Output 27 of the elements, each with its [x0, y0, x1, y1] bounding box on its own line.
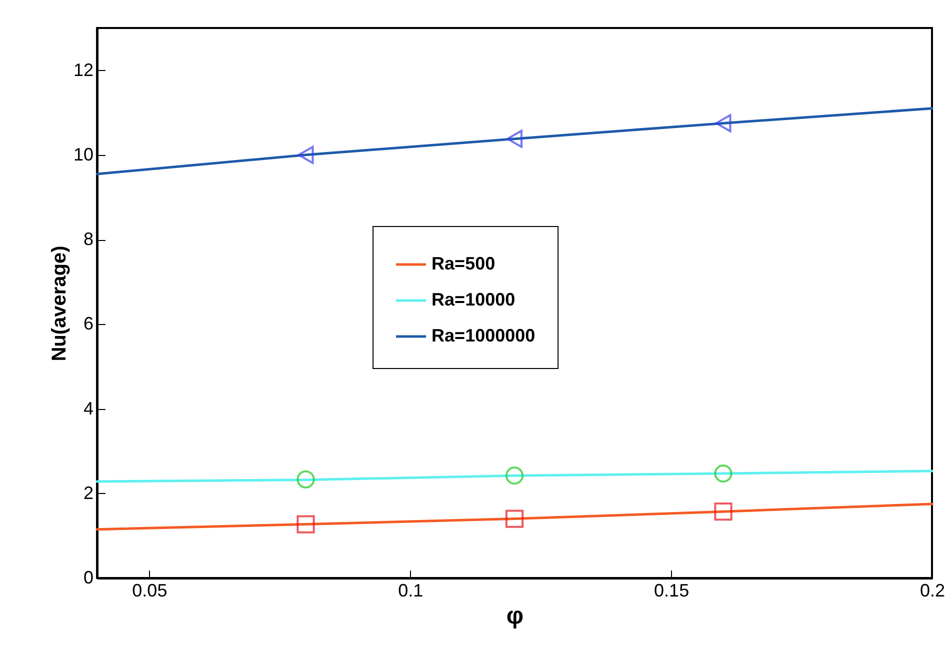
- point: [714, 502, 732, 521]
- y-tick-label: 6: [83, 314, 94, 334]
- x-tick-label: 0.1: [398, 580, 424, 600]
- y-tick-label: 0: [83, 568, 94, 588]
- legend-label: Ra=1000000: [432, 326, 536, 346]
- line-series: [96, 470, 934, 483]
- point: [715, 114, 732, 132]
- x-axis-title: φ: [506, 602, 524, 630]
- point: [714, 464, 732, 483]
- y-tick-label: 10: [73, 144, 94, 164]
- point: [506, 130, 522, 148]
- y-tick-label: 12: [73, 60, 94, 80]
- x-tick-label: 0.05: [132, 580, 168, 600]
- point: [505, 510, 524, 528]
- x-tick-label: 0.15: [654, 580, 690, 600]
- y-axis-title: Nu(average): [48, 246, 70, 362]
- y-tick-label: 8: [83, 229, 94, 250]
- line-series: [96, 107, 934, 176]
- point: [298, 146, 314, 164]
- legend-label: Ra=500: [432, 254, 496, 274]
- point: [296, 515, 315, 534]
- legend-label: Ra=10000: [432, 290, 516, 310]
- x-tick-label: 0.2: [920, 580, 946, 600]
- y-tick-label: 4: [83, 398, 94, 418]
- point: [296, 470, 315, 488]
- point: [505, 466, 524, 485]
- y-tick-label: 2: [83, 482, 94, 503]
